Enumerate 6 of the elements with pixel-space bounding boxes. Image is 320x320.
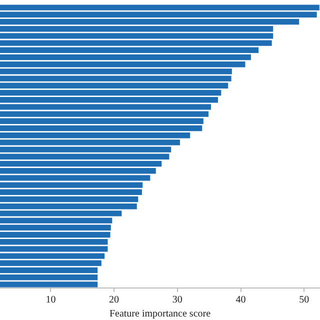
x-tick-label: 50: [299, 294, 310, 306]
x-tick-label: 30: [172, 294, 182, 306]
x-axis-title: Feature importance score: [109, 308, 212, 320]
x-tick-label: 10: [46, 294, 56, 306]
x-tick-label: 40: [236, 294, 246, 306]
x-tick-label: 20: [109, 294, 120, 306]
